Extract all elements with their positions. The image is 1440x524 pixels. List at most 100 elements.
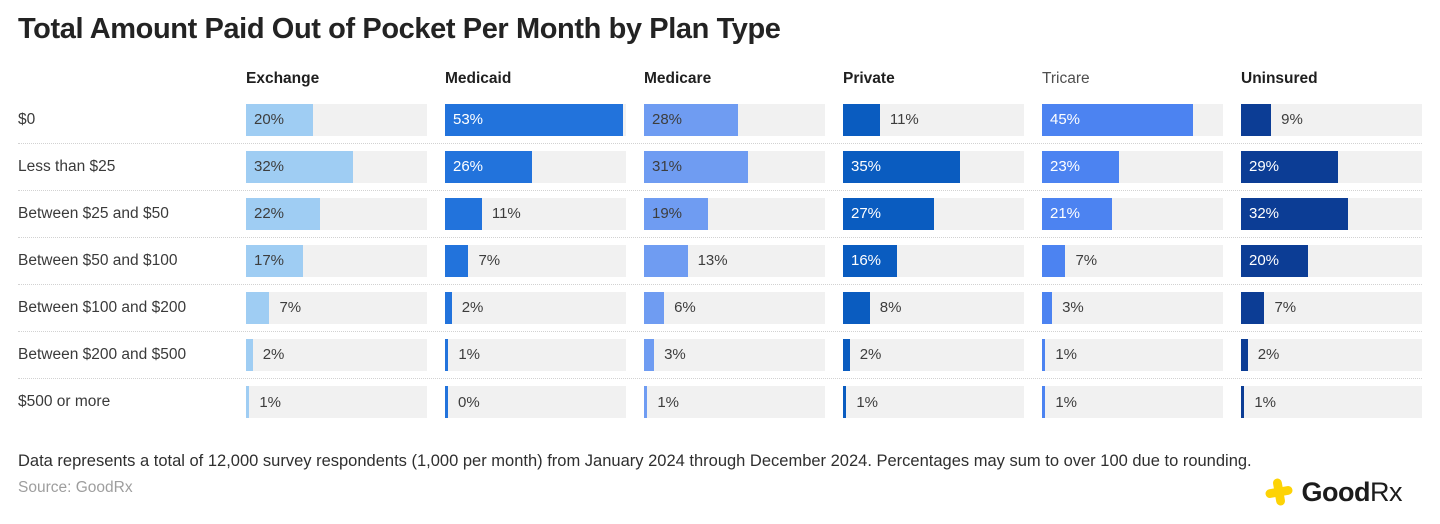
bar-medicaid — [445, 386, 448, 419]
bar-track-uninsured: 29% — [1241, 150, 1422, 183]
bar-exchange: 22% — [246, 197, 320, 230]
bar-track-tricare: 21% — [1042, 197, 1223, 230]
bar-exchange: 17% — [246, 244, 303, 277]
bar-value-label: 29% — [1249, 158, 1280, 176]
bar-value-label: 11% — [491, 205, 521, 223]
chart-row-0: $0 20% 53% 28% 11% 45% 9% — [18, 97, 1422, 144]
row-label: $500 or more — [18, 393, 111, 411]
footnote: Data represents a total of 12,000 survey… — [18, 451, 1252, 470]
bar-track-private: 11% — [843, 103, 1024, 136]
bar-medicaid — [445, 338, 449, 371]
bar-exchange — [246, 386, 250, 419]
bar-value-label: 53% — [453, 111, 484, 129]
bar-track-exchange: 1% — [246, 386, 427, 419]
bar-private — [843, 386, 847, 419]
bar-uninsured: 32% — [1241, 197, 1349, 230]
goodrx-plus-icon — [1265, 478, 1292, 506]
bar-uninsured — [1241, 291, 1265, 324]
bar-value-label: 19% — [652, 205, 683, 223]
bar-track-tricare: 3% — [1042, 291, 1223, 324]
bar-uninsured: 20% — [1241, 244, 1309, 277]
bar-value-label: 1% — [259, 393, 282, 411]
bar-value-label: 26% — [453, 158, 484, 176]
bar-value-label: 8% — [879, 299, 902, 317]
bar-value-label: 22% — [254, 205, 285, 223]
bar-track-medicare: 31% — [644, 150, 825, 183]
bar-medicare — [644, 244, 688, 277]
bar-value-label: 17% — [254, 252, 285, 270]
bar-value-label: 2% — [859, 346, 882, 364]
goodrx-logo: GoodRx — [1263, 476, 1403, 508]
bar-value-label: 9% — [1281, 111, 1303, 129]
bar-track-uninsured: 20% — [1241, 244, 1422, 277]
bar-track-uninsured: 32% — [1241, 197, 1422, 230]
bar-value-label: 45% — [1050, 111, 1081, 129]
bar-track-exchange: 7% — [246, 291, 427, 324]
bar-track-uninsured: 1% — [1241, 386, 1422, 419]
bar-track-uninsured: 9% — [1241, 103, 1422, 136]
bar-track-medicaid: 26% — [445, 150, 626, 183]
bar-track-medicare: 13% — [644, 244, 825, 277]
bar-value-label: 7% — [1274, 299, 1297, 317]
bar-track-private: 1% — [843, 386, 1024, 419]
row-label: Between $50 and $100 — [18, 251, 178, 269]
row-label: Between $100 and $200 — [18, 298, 187, 316]
bar-medicare: 28% — [644, 103, 738, 136]
bar-private: 27% — [843, 197, 934, 230]
bar-value-label: 20% — [254, 111, 285, 129]
bar-value-label: 1% — [1055, 393, 1078, 411]
bar-medicaid — [445, 244, 469, 277]
source-credit: Source: GoodRx — [18, 478, 133, 496]
bar-private — [843, 103, 880, 136]
bar-track-medicare: 3% — [644, 338, 825, 371]
chart-rows: $0 20% 53% 28% 11% 45% 9% Less than $25 32% 26% 31… — [18, 97, 1422, 426]
bar-value-label: 1% — [1055, 346, 1078, 364]
bar-value-label: 6% — [674, 299, 696, 317]
column-header-medicaid: Medicaid — [445, 69, 512, 87]
bar-tricare — [1042, 338, 1046, 371]
bar-track-medicaid: 1% — [445, 338, 626, 371]
bar-uninsured — [1241, 386, 1245, 419]
bar-tricare — [1042, 291, 1053, 324]
bar-value-label: 27% — [851, 205, 882, 223]
bar-track-tricare: 45% — [1042, 103, 1223, 136]
bar-value-label: 2% — [461, 299, 484, 317]
bar-track-private: 27% — [843, 197, 1024, 230]
bar-tricare — [1042, 244, 1066, 277]
row-label: Between $200 and $500 — [18, 345, 187, 363]
bar-track-private: 35% — [843, 150, 1024, 183]
bar-private — [843, 338, 850, 371]
bar-medicare — [644, 338, 655, 371]
bar-value-label: 3% — [664, 346, 686, 364]
goodrx-wordmark: GoodRx — [1301, 476, 1403, 507]
bar-value-label: 2% — [262, 346, 285, 364]
bar-value-label: 16% — [851, 252, 882, 270]
bar-value-label: 31% — [652, 158, 683, 176]
bar-track-medicare: 19% — [644, 197, 825, 230]
bar-uninsured — [1241, 103, 1272, 136]
bar-track-tricare: 23% — [1042, 150, 1223, 183]
chart-row-less-than-25: Less than $25 32% 26% 31% 35% 23% 29% — [18, 144, 1422, 191]
chart-row-between-25-and-50: Between $25 and $50 22% 11% 19% 27% 21% 32% — [18, 191, 1422, 238]
bar-medicaid — [445, 197, 482, 230]
bar-value-label: 23% — [1050, 158, 1081, 176]
bar-private: 16% — [843, 244, 897, 277]
column-header-tricare: Tricare — [1042, 69, 1090, 87]
bar-medicaid — [445, 291, 452, 324]
bar-value-label: 7% — [1075, 252, 1098, 270]
bar-track-private: 8% — [843, 291, 1024, 324]
row-label: Less than $25 — [18, 157, 116, 175]
bar-track-tricare: 7% — [1042, 244, 1223, 277]
bar-track-medicaid: 53% — [445, 103, 626, 136]
bar-track-medicare: 1% — [644, 386, 825, 419]
bar-track-uninsured: 2% — [1241, 338, 1422, 371]
bar-medicare — [644, 386, 648, 419]
bar-value-label: 1% — [657, 393, 680, 411]
bar-value-label: 1% — [458, 346, 481, 364]
bar-value-label: 2% — [1257, 346, 1280, 364]
bar-track-medicaid: 11% — [445, 197, 626, 230]
bar-tricare — [1042, 386, 1046, 419]
bar-value-label: 20% — [1249, 252, 1280, 270]
bar-tricare: 23% — [1042, 150, 1120, 183]
